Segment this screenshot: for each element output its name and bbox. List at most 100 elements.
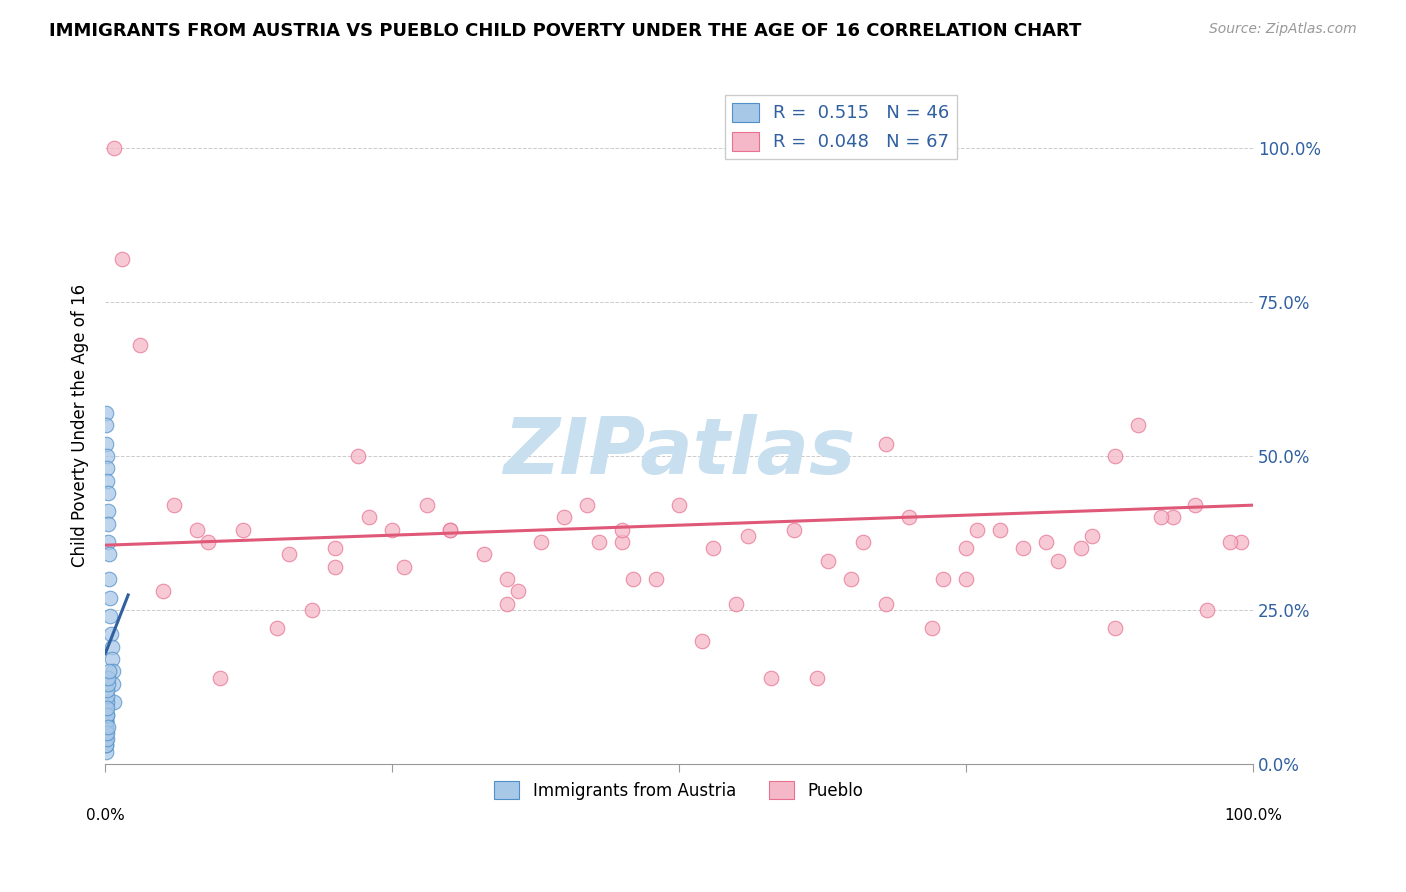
Point <box>100 640 122 654</box>
Point <box>97 665 120 679</box>
Text: IMMIGRANTS FROM AUSTRIA VS PUEBLO CHILD POVERTY UNDER THE AGE OF 16 CORRELATION : IMMIGRANTS FROM AUSTRIA VS PUEBLO CHILD … <box>49 22 1081 40</box>
Point <box>94 720 117 734</box>
Point <box>621 572 644 586</box>
Point <box>323 541 346 556</box>
Point <box>508 584 530 599</box>
Point <box>94 418 117 433</box>
Text: 0.0%: 0.0% <box>86 808 125 823</box>
Point <box>1046 553 1069 567</box>
Point <box>96 449 118 463</box>
Text: Source: ZipAtlas.com: Source: ZipAtlas.com <box>1209 22 1357 37</box>
Point <box>96 720 118 734</box>
Point <box>96 486 118 500</box>
Point <box>496 597 519 611</box>
Point <box>96 739 118 753</box>
Point <box>1126 418 1149 433</box>
Point <box>359 510 381 524</box>
Point <box>103 141 125 155</box>
Point <box>381 523 404 537</box>
Point <box>277 548 299 562</box>
Point <box>94 406 117 420</box>
Point <box>101 652 124 666</box>
Point <box>128 338 150 352</box>
Point <box>439 523 461 537</box>
Point <box>100 609 122 624</box>
Point <box>875 436 897 450</box>
Point <box>737 529 759 543</box>
Point <box>955 572 977 586</box>
Point <box>852 535 875 549</box>
Point <box>94 714 117 728</box>
Point <box>97 671 120 685</box>
Point <box>97 548 120 562</box>
Point <box>152 584 174 599</box>
Point <box>932 572 955 586</box>
Y-axis label: Child Poverty Under the Age of 16: Child Poverty Under the Age of 16 <box>72 284 89 566</box>
Point <box>955 541 977 556</box>
Point <box>921 621 943 635</box>
Text: 100.0%: 100.0% <box>1223 808 1282 823</box>
Point <box>96 714 118 728</box>
Point <box>94 745 117 759</box>
Point <box>97 535 120 549</box>
Point <box>725 597 748 611</box>
Point <box>94 726 117 740</box>
Point <box>96 474 118 488</box>
Point <box>759 671 782 685</box>
Point <box>875 597 897 611</box>
Point <box>96 707 118 722</box>
Point <box>553 510 575 524</box>
Point <box>94 726 117 740</box>
Point <box>1035 535 1057 549</box>
Point <box>98 572 121 586</box>
Point <box>266 621 288 635</box>
Point <box>323 559 346 574</box>
Point <box>163 498 186 512</box>
Legend: Immigrants from Austria, Pueblo: Immigrants from Austria, Pueblo <box>488 774 870 806</box>
Point <box>96 720 118 734</box>
Point <box>96 707 118 722</box>
Point <box>100 627 122 641</box>
Point <box>415 498 437 512</box>
Point <box>208 671 231 685</box>
Point <box>1104 449 1126 463</box>
Point <box>988 523 1011 537</box>
Point <box>1070 541 1092 556</box>
Point <box>1195 603 1218 617</box>
Point <box>392 559 415 574</box>
Point <box>1150 510 1173 524</box>
Point <box>496 572 519 586</box>
Point <box>186 523 208 537</box>
Point <box>96 689 118 703</box>
Point <box>1184 498 1206 512</box>
Point <box>1012 541 1035 556</box>
Point <box>96 682 118 697</box>
Point <box>966 523 988 537</box>
Point <box>97 677 120 691</box>
Point <box>668 498 690 512</box>
Point <box>96 732 118 747</box>
Point <box>96 726 118 740</box>
Point <box>1081 529 1104 543</box>
Point <box>1219 535 1241 549</box>
Point <box>232 523 254 537</box>
Point <box>346 449 368 463</box>
Point <box>94 720 117 734</box>
Point <box>96 701 118 715</box>
Point <box>897 510 920 524</box>
Point <box>103 695 125 709</box>
Point <box>472 548 495 562</box>
Point <box>103 677 125 691</box>
Point <box>96 461 118 475</box>
Point <box>610 535 633 549</box>
Point <box>645 572 668 586</box>
Point <box>96 436 118 450</box>
Point <box>610 523 633 537</box>
Point <box>94 732 117 747</box>
Point <box>1230 535 1253 549</box>
Point <box>96 714 118 728</box>
Point <box>101 665 124 679</box>
Point <box>530 535 553 549</box>
Point <box>97 516 120 531</box>
Point <box>98 591 121 605</box>
